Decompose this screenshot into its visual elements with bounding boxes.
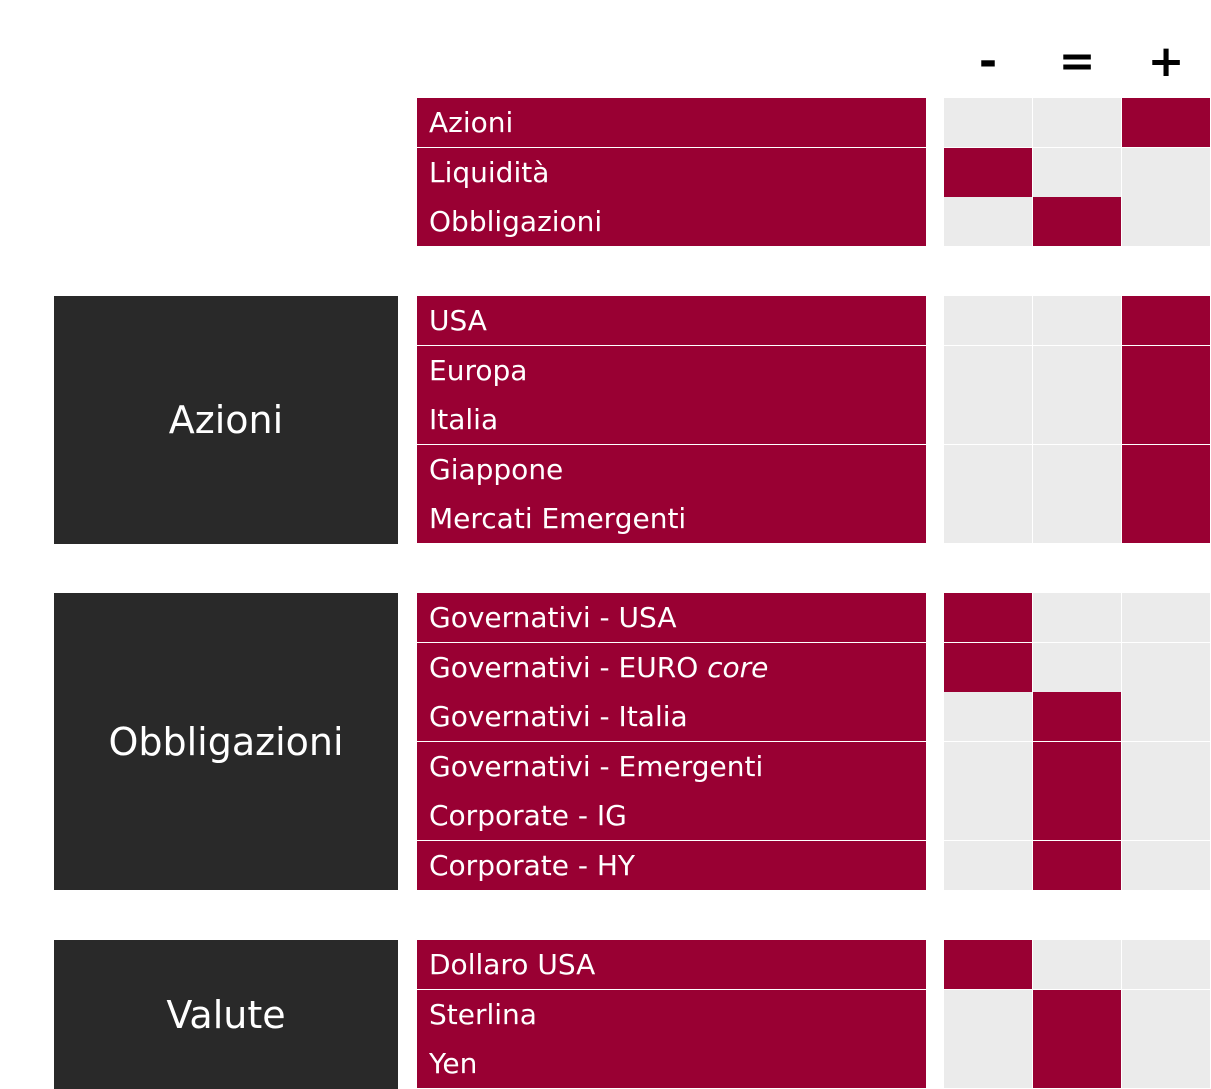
table-row: Governativi - USA bbox=[0, 593, 1211, 643]
row-label: Governativi - EURO core bbox=[417, 642, 926, 692]
table-row: Giappone bbox=[0, 444, 1211, 495]
rating-cell-plus bbox=[1122, 494, 1210, 543]
table-row: Liquidità bbox=[0, 147, 1211, 198]
table-row: Governativi - Italia bbox=[0, 692, 1211, 742]
row-label: Giappone bbox=[417, 444, 926, 494]
rating-cell-minus bbox=[944, 840, 1032, 890]
table-row: Yen bbox=[0, 1039, 1211, 1089]
rating-cell-equal bbox=[1033, 345, 1121, 395]
row-label: Governativi - Italia bbox=[417, 692, 926, 741]
row-label: Obbligazioni bbox=[417, 197, 926, 246]
rating-cell-minus bbox=[944, 791, 1032, 840]
row-label: Corporate - HY bbox=[417, 840, 926, 890]
rating-cell-equal bbox=[1033, 444, 1121, 494]
group-obbligazioni: Obbligazioni Governativi - USA Governati… bbox=[0, 593, 1211, 890]
row-label: Liquidità bbox=[417, 147, 926, 197]
table-row: Corporate - HY bbox=[0, 840, 1211, 891]
rating-cell-plus bbox=[1122, 345, 1210, 395]
rating-cell-minus bbox=[944, 642, 1032, 692]
rating-cell-plus bbox=[1122, 395, 1210, 444]
rating-cell-minus bbox=[944, 395, 1032, 444]
rating-cell-equal bbox=[1033, 98, 1121, 147]
row-label: Europa bbox=[417, 345, 926, 395]
table-row: Sterlina bbox=[0, 989, 1211, 1040]
table-row: Europa bbox=[0, 345, 1211, 396]
group-valute: Valute Dollaro USA Sterlina Yen bbox=[0, 940, 1211, 1089]
rating-cell-minus bbox=[944, 147, 1032, 197]
row-label: Dollaro USA bbox=[417, 940, 926, 989]
rating-cell-minus bbox=[944, 1039, 1032, 1088]
rating-cell-minus bbox=[944, 741, 1032, 791]
table-row: Obbligazioni bbox=[0, 197, 1211, 247]
group-azioni: Azioni USA Europa Italia Giappone Mercat… bbox=[0, 296, 1211, 544]
row-label: Yen bbox=[417, 1039, 926, 1088]
rating-cell-minus bbox=[944, 989, 1032, 1039]
table-row: Azioni bbox=[0, 98, 1211, 148]
rating-cell-equal bbox=[1033, 791, 1121, 840]
rating-cell-equal bbox=[1033, 840, 1121, 890]
table-row: Governativi - Emergenti bbox=[0, 741, 1211, 792]
table-row: USA bbox=[0, 296, 1211, 346]
table-row: Governativi - EURO core bbox=[0, 642, 1211, 693]
rating-cell-equal bbox=[1033, 296, 1121, 345]
rating-cell-equal bbox=[1033, 1039, 1121, 1088]
rating-cell-minus bbox=[944, 345, 1032, 395]
rating-cell-minus bbox=[944, 197, 1032, 246]
row-label: Governativi - USA bbox=[417, 593, 926, 642]
rating-cell-plus bbox=[1122, 989, 1210, 1039]
rating-cell-minus bbox=[944, 494, 1032, 543]
rating-cell-equal bbox=[1033, 989, 1121, 1039]
rating-cell-minus bbox=[944, 296, 1032, 345]
row-label: Governativi - Emergenti bbox=[417, 741, 926, 791]
rating-cell-equal bbox=[1033, 692, 1121, 741]
group-label-obbligazioni: Obbligazioni bbox=[54, 593, 398, 890]
rating-cell-plus bbox=[1122, 741, 1210, 791]
rating-cell-plus bbox=[1122, 98, 1210, 147]
rating-cell-plus bbox=[1122, 791, 1210, 840]
rating-cell-equal bbox=[1033, 940, 1121, 989]
header-equal: = bbox=[1058, 36, 1096, 87]
group-label-valute: Valute bbox=[54, 940, 398, 1089]
row-label: Azioni bbox=[417, 98, 926, 147]
rating-cell-plus bbox=[1122, 940, 1210, 989]
rating-cell-equal bbox=[1033, 593, 1121, 642]
rating-cell-minus bbox=[944, 940, 1032, 989]
row-label: Corporate - IG bbox=[417, 791, 926, 840]
rating-cell-minus bbox=[944, 98, 1032, 147]
rating-cell-equal bbox=[1033, 395, 1121, 444]
table-row: Mercati Emergenti bbox=[0, 494, 1211, 544]
rating-cell-equal bbox=[1033, 197, 1121, 246]
rating-cell-equal bbox=[1033, 741, 1121, 791]
rating-cell-plus bbox=[1122, 444, 1210, 494]
rating-cell-equal bbox=[1033, 642, 1121, 692]
rating-cell-plus bbox=[1122, 296, 1210, 345]
header-minus: - bbox=[978, 36, 998, 87]
table-row: Italia bbox=[0, 395, 1211, 445]
rating-cell-plus bbox=[1122, 692, 1210, 741]
rating-cell-plus bbox=[1122, 197, 1210, 246]
rating-cell-minus bbox=[944, 692, 1032, 741]
table-row: Dollaro USA bbox=[0, 940, 1211, 990]
table-row: Corporate - IG bbox=[0, 791, 1211, 841]
group-label-azioni: Azioni bbox=[54, 296, 398, 544]
row-label: Sterlina bbox=[417, 989, 926, 1039]
row-label: Italia bbox=[417, 395, 926, 444]
group-asset-allocation: Azioni Liquidità Obbligazioni bbox=[0, 98, 1211, 247]
header-plus: + bbox=[1147, 36, 1185, 87]
rating-cell-plus bbox=[1122, 1039, 1210, 1088]
rating-cell-plus bbox=[1122, 593, 1210, 642]
row-label: Mercati Emergenti bbox=[417, 494, 926, 543]
rating-cell-equal bbox=[1033, 494, 1121, 543]
rating-cell-plus bbox=[1122, 840, 1210, 890]
rating-cell-plus bbox=[1122, 147, 1210, 197]
rating-cell-minus bbox=[944, 593, 1032, 642]
rating-cell-minus bbox=[944, 444, 1032, 494]
rating-cell-plus bbox=[1122, 642, 1210, 692]
row-label: USA bbox=[417, 296, 926, 345]
rating-cell-equal bbox=[1033, 147, 1121, 197]
